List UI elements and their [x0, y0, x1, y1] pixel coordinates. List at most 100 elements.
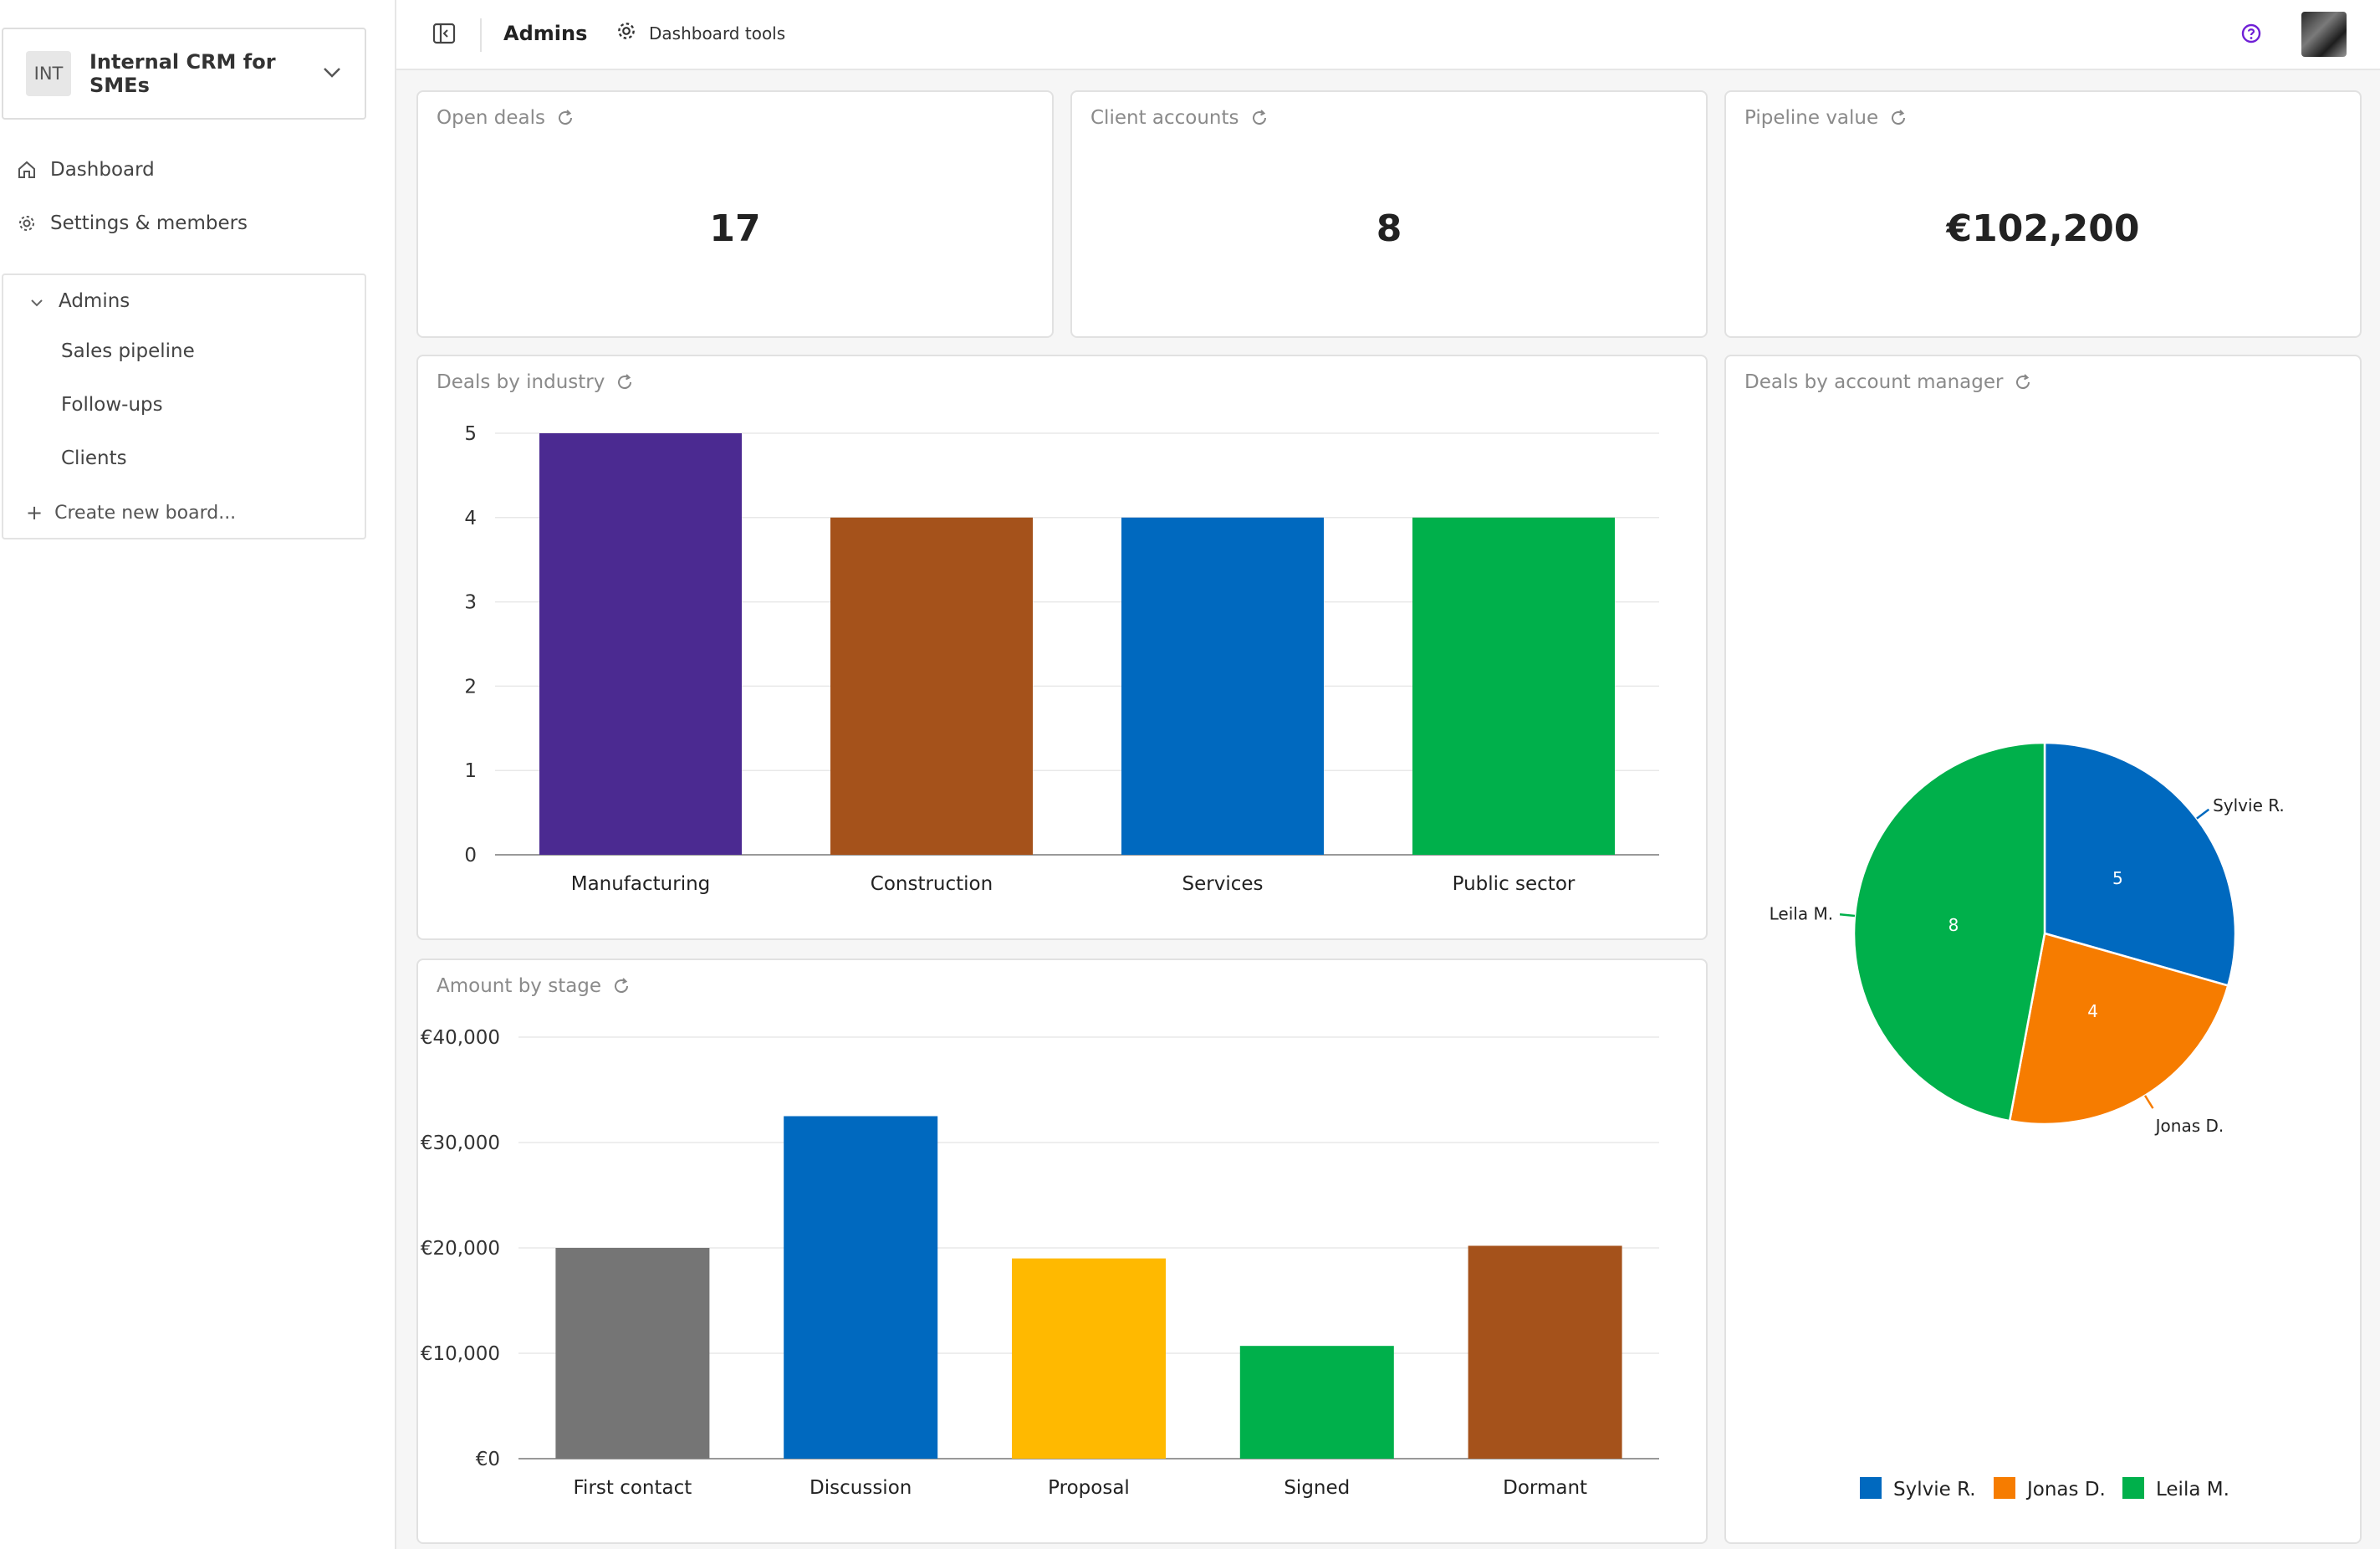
help-icon[interactable] [2240, 22, 2265, 47]
chart-card-deals-by-industry: Deals by industry 0 1 2 3 4 5 Manufacturing Con… [416, 355, 1708, 940]
workspace-switcher[interactable]: INT Internal CRM for SMEs [2, 28, 366, 120]
y-tick-label: €20,000 [421, 1238, 500, 1260]
chart-title: Amount by stage [437, 975, 602, 997]
bar [539, 433, 742, 855]
refresh-icon[interactable] [555, 108, 575, 128]
card-title: Deals by industry [437, 371, 635, 393]
slice-name-label: Jonas D. [2154, 1116, 2224, 1136]
x-tick-label: Signed [1284, 1477, 1350, 1499]
chevron-down-icon [323, 66, 341, 82]
legend-label: Sylvie R. [1893, 1479, 1976, 1500]
x-tick-label: Manufacturing [571, 873, 711, 895]
pie-slice [2008, 932, 2229, 1126]
x-tick-label: Dormant [1503, 1477, 1587, 1499]
slice-value-label: 4 [2087, 1001, 2098, 1021]
legend-label: Jonas D. [2025, 1479, 2106, 1500]
avatar[interactable] [2301, 12, 2347, 57]
bar [1239, 1346, 1394, 1459]
slice-leader-line [2143, 1095, 2154, 1109]
deals-by-account-manager-chart: 5 Sylvie R. 4 Jonas D. 8 Leila M. Sylvie R. Jon… [1770, 741, 2285, 1500]
y-tick-label: €30,000 [421, 1132, 500, 1154]
bar [1412, 517, 1615, 855]
chart-card-amount-by-stage: Amount by stage €0 €10,000 €20,000 €30,000 €… [416, 959, 1708, 1544]
workspace-badge: INT [26, 51, 71, 96]
sidebar: INT Internal CRM for SMEs Dashboard Sett… [0, 0, 396, 1549]
create-board-label: Create new board... [54, 502, 237, 524]
slice-name-label: Sylvie R. [2213, 795, 2285, 815]
x-tick-label: Discussion [810, 1477, 912, 1499]
board-item-sales-pipeline[interactable]: Sales pipeline [61, 340, 195, 362]
slice-value-label: 5 [2112, 868, 2123, 888]
card-title: Open deals [437, 107, 575, 129]
chart-card-deals-by-account-manager: Deals by account manager 5 Sylvie R. 4 Jona… [1724, 355, 2362, 1544]
y-tick-label: €40,000 [421, 1027, 500, 1049]
sidebar-toggle-icon[interactable] [432, 21, 460, 49]
y-tick-label: 3 [464, 592, 477, 614]
page-title: Admins [503, 22, 588, 45]
nav-settings-members[interactable]: Settings & members [15, 212, 248, 235]
card-title: Pipeline value [1744, 107, 1908, 129]
x-tick-label: First contact [574, 1477, 692, 1499]
chevron-down-icon [30, 290, 43, 312]
kpi-value: 8 [1376, 207, 1402, 250]
kpi-card-open-deals: Open deals 17 [416, 90, 1054, 338]
refresh-icon[interactable] [615, 372, 635, 392]
refresh-icon[interactable] [1249, 108, 1269, 128]
nav-dashboard[interactable]: Dashboard [15, 158, 155, 181]
slice-value-label: 8 [1948, 915, 1959, 935]
board-item-clients[interactable]: Clients [61, 447, 127, 469]
legend-swatch [1994, 1477, 2015, 1499]
pie-slice [2043, 741, 2237, 987]
bar [1121, 517, 1324, 855]
y-tick-label: 5 [464, 423, 477, 445]
x-tick-label: Public sector [1453, 873, 1576, 895]
kpi-card-client-accounts: Client accounts 8 [1070, 90, 1708, 338]
y-tick-label: 0 [464, 845, 477, 867]
home-icon [15, 158, 38, 181]
legend-label: Leila M. [2156, 1479, 2229, 1500]
kpi-value: €102,200 [1946, 207, 2140, 250]
board-group-label: Admins [59, 290, 130, 312]
y-tick-label: 4 [464, 508, 477, 529]
board-group-header[interactable]: Admins [30, 290, 130, 312]
y-tick-label: €0 [476, 1449, 500, 1470]
bar [1468, 1245, 1622, 1459]
amount-by-stage-chart: €0 €10,000 €20,000 €30,000 €40,000 First cont… [421, 1027, 1659, 1499]
deals-by-industry-chart: 0 1 2 3 4 5 Manufacturing Construction Services P… [464, 423, 1659, 895]
bar [830, 517, 1033, 855]
nav-settings-label: Settings & members [50, 212, 248, 234]
x-tick-label: Services [1182, 873, 1264, 895]
card-title: Amount by stage [437, 975, 631, 997]
kpi-label: Pipeline value [1744, 107, 1879, 129]
board-item-follow-ups[interactable]: Follow-ups [61, 394, 163, 416]
chart-title: Deals by account manager [1744, 371, 2004, 393]
slice-name-label: Leila M. [1770, 904, 1833, 924]
nav-dashboard-label: Dashboard [50, 159, 155, 181]
gear-icon [615, 20, 637, 46]
y-tick-label: 1 [464, 760, 477, 782]
refresh-icon[interactable] [2013, 372, 2033, 392]
divider [480, 18, 482, 52]
bar [1012, 1258, 1166, 1459]
top-bar: Admins Dashboard tools [396, 0, 2380, 70]
dashboard-tools-button[interactable]: Dashboard tools [615, 20, 785, 46]
refresh-icon[interactable] [611, 976, 631, 996]
workspace-name: Internal CRM for SMEs [89, 50, 276, 97]
card-title: Client accounts [1090, 107, 1269, 129]
chart-title: Deals by industry [437, 371, 605, 393]
kpi-card-pipeline-value: Pipeline value €102,200 [1724, 90, 2362, 338]
bar [784, 1116, 938, 1459]
kpi-value: 17 [709, 207, 761, 250]
slice-leader-line [1839, 913, 1856, 918]
y-tick-label: 2 [464, 676, 477, 698]
card-title: Deals by account manager [1744, 371, 2033, 393]
plus-icon: + [26, 501, 43, 524]
refresh-icon[interactable] [1888, 108, 1908, 128]
slice-leader-line [2196, 808, 2210, 820]
x-tick-label: Construction [871, 873, 993, 895]
dashboard-tools-label: Dashboard tools [649, 23, 786, 43]
x-tick-label: Proposal [1048, 1477, 1130, 1499]
legend-swatch [2122, 1477, 2144, 1499]
kpi-label: Open deals [437, 107, 545, 129]
create-board-button[interactable]: + Create new board... [26, 501, 236, 524]
